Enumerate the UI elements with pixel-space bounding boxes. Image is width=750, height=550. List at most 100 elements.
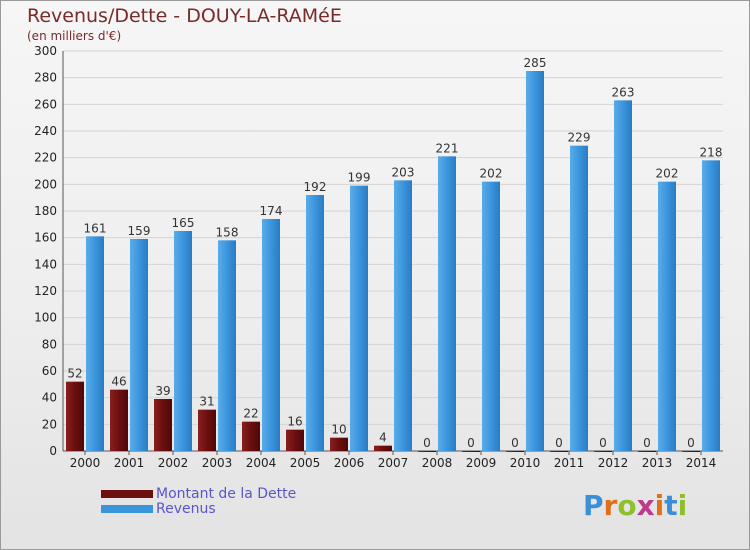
data-label-dette: 0 (423, 436, 431, 450)
bar-revenus (174, 231, 192, 451)
data-label-revenus: 229 (568, 131, 591, 145)
data-label-revenus: 263 (612, 85, 635, 99)
x-tick-label: 2002 (158, 456, 189, 470)
data-label-revenus: 158 (216, 225, 239, 239)
bar-revenus (86, 236, 104, 451)
x-tick-label: 2008 (422, 456, 453, 470)
bar-dette (198, 409, 216, 451)
y-tick-label: 220 (34, 151, 57, 165)
legend-label-revenus: Revenus (156, 501, 216, 517)
data-label-revenus: 202 (480, 167, 503, 181)
bar-revenus (306, 195, 324, 451)
data-label-dette: 0 (599, 436, 607, 450)
data-label-dette: 10 (331, 423, 346, 437)
y-tick-label: 300 (34, 44, 57, 58)
data-label-revenus: 192 (304, 180, 327, 194)
bar-revenus (658, 181, 676, 451)
bar-dette (594, 451, 612, 452)
y-tick-label: 40 (42, 391, 57, 405)
bar-dette (154, 399, 172, 451)
data-label-dette: 4 (379, 431, 387, 445)
data-label-revenus: 203 (392, 165, 415, 179)
logo-letter: i (677, 489, 688, 522)
x-tick-label: 2014 (686, 456, 717, 470)
chart-title: Revenus/Dette - DOUY-LA-RAMéE (27, 5, 342, 27)
bar-dette (682, 451, 700, 452)
y-tick-label: 260 (34, 97, 57, 111)
bar-revenus (218, 240, 236, 451)
x-tick-label: 2009 (466, 456, 497, 470)
y-tick-label: 60 (42, 364, 57, 378)
x-tick-label: 2006 (334, 456, 365, 470)
bar-dette (638, 451, 656, 452)
bar-revenus (130, 239, 148, 451)
bar-dette (330, 437, 348, 451)
bar-revenus (482, 181, 500, 451)
proxiti-logo: Proxiti (583, 489, 687, 522)
x-tick-label: 2011 (554, 456, 585, 470)
y-tick-label: 200 (34, 177, 57, 191)
bar-dette (110, 389, 128, 451)
data-label-revenus: 159 (128, 224, 151, 238)
x-tick-label: 2012 (598, 456, 629, 470)
bar-dette (286, 429, 304, 451)
x-tick-label: 2003 (202, 456, 233, 470)
chart-subtitle: (en milliers d'€) (27, 29, 122, 43)
x-tick-label: 2000 (70, 456, 101, 470)
data-label-revenus: 165 (172, 216, 195, 230)
bar-dette (506, 451, 524, 452)
legend-label-dette: Montant de la Dette (156, 486, 297, 502)
y-tick-label: 180 (34, 204, 57, 218)
y-tick-label: 240 (34, 124, 57, 138)
data-label-dette: 39 (155, 384, 170, 398)
data-label-revenus: 221 (436, 141, 459, 155)
y-tick-label: 280 (34, 71, 57, 85)
bar-dette (550, 451, 568, 452)
data-label-dette: 22 (243, 407, 258, 421)
bar-dette (374, 445, 392, 451)
data-label-dette: 0 (687, 436, 695, 450)
data-label-dette: 0 (555, 436, 563, 450)
data-label-dette: 52 (67, 367, 82, 381)
logo-letter: o (617, 489, 637, 522)
bar-revenus (526, 71, 544, 451)
data-label-dette: 46 (111, 375, 126, 389)
data-label-revenus: 161 (84, 221, 107, 235)
logo-letter: x (636, 489, 655, 522)
data-label-dette: 0 (511, 436, 519, 450)
data-label-revenus: 199 (348, 171, 371, 185)
bar-revenus (614, 100, 632, 451)
y-tick-label: 160 (34, 231, 57, 245)
x-tick-label: 2013 (642, 456, 673, 470)
bar-revenus (350, 185, 368, 451)
data-label-dette: 0 (467, 436, 475, 450)
bar-dette (418, 451, 436, 452)
data-label-revenus: 202 (656, 167, 679, 181)
data-label-revenus: 174 (260, 204, 283, 218)
y-tick-label: 100 (34, 311, 57, 325)
logo-letter: r (603, 489, 618, 522)
data-label-revenus: 285 (524, 56, 547, 70)
y-tick-label: 80 (42, 337, 57, 351)
x-tick-label: 2007 (378, 456, 409, 470)
y-tick-label: 20 (42, 417, 57, 431)
bar-dette (66, 381, 84, 451)
logo-letter: t (664, 489, 678, 522)
bar-revenus (394, 180, 412, 452)
logo-letter: P (583, 489, 604, 522)
y-tick-label: 140 (34, 257, 57, 271)
bar-revenus (570, 145, 588, 451)
bar-dette (242, 421, 260, 451)
x-tick-label: 2005 (290, 456, 321, 470)
x-tick-label: 2001 (114, 456, 145, 470)
data-label-dette: 0 (643, 436, 651, 450)
bar-revenus (438, 156, 456, 452)
bar-dette (462, 451, 480, 452)
y-tick-label: 120 (34, 284, 57, 298)
x-tick-label: 2010 (510, 456, 541, 470)
data-label-dette: 31 (199, 395, 214, 409)
bar-revenus (702, 160, 720, 452)
data-label-revenus: 218 (700, 145, 723, 159)
